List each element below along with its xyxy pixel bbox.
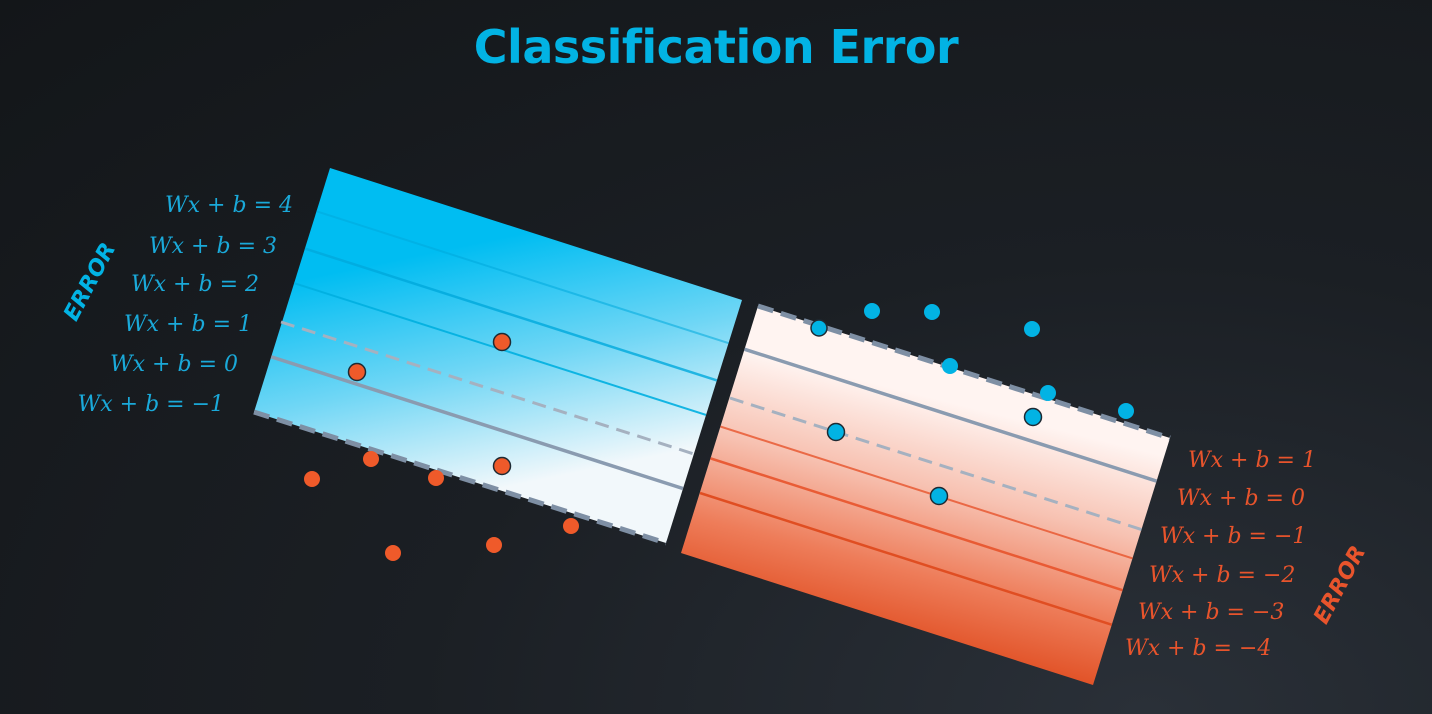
equation-label: Wx + b = 0	[1177, 486, 1305, 511]
right-error-label: ERROR	[1309, 542, 1371, 628]
equation-label: Wx + b = 4	[165, 193, 293, 218]
equation-label: Wx + b = 3	[149, 234, 277, 259]
blue-point	[1040, 385, 1056, 401]
equation-label: Wx + b = 0	[110, 352, 238, 377]
red-point-misclassified	[492, 332, 512, 352]
blue-point	[864, 303, 880, 319]
level-line-minus-3	[699, 453, 1170, 617]
red-point-misclassified	[347, 362, 367, 382]
red-point	[385, 545, 401, 561]
blue-point-misclassified	[929, 486, 949, 506]
right-equation-labels: Wx + b = 1 Wx + b = 0 Wx + b = −1 Wx + b…	[1125, 448, 1316, 661]
red-point	[486, 537, 502, 553]
red-points	[304, 332, 579, 561]
equation-label: Wx + b = −1	[78, 392, 224, 417]
level-line-0	[699, 333, 1170, 497]
level-line-minus-2	[699, 419, 1170, 581]
blue-point	[810, 319, 828, 337]
left-equation-labels: Wx + b = 4 Wx + b = 3 Wx + b = 2 Wx + b …	[78, 193, 293, 417]
blue-point	[1118, 403, 1134, 419]
level-line-0	[254, 348, 742, 512]
page-title: Classification Error	[473, 20, 959, 74]
equation-label: Wx + b = −4	[1125, 636, 1271, 661]
blue-point	[924, 304, 940, 320]
blue-point	[1024, 321, 1040, 337]
equation-label: Wx + b = 2	[131, 272, 259, 297]
equation-label: Wx + b = −2	[1149, 563, 1295, 588]
red-point-misclassified	[492, 456, 512, 476]
equation-label: Wx + b = −3	[1138, 600, 1284, 625]
left-error-label: ERROR	[59, 239, 121, 325]
red-point	[304, 471, 320, 487]
equation-label: Wx + b = 1	[124, 312, 252, 337]
blue-point	[942, 358, 958, 374]
red-boundary-dashed	[729, 396, 1144, 532]
level-line-3	[254, 229, 742, 393]
blue-point-misclassified	[826, 422, 846, 442]
blue-region-fill	[254, 168, 742, 543]
blue-region	[253, 168, 742, 546]
equation-label: Wx + b = 1	[1188, 448, 1316, 473]
red-region-fill	[681, 306, 1170, 685]
red-point	[428, 470, 444, 486]
level-line-4	[254, 189, 742, 351]
blue-points	[810, 303, 1134, 506]
blue-region-bottom-edge	[253, 409, 667, 546]
equation-label: Wx + b = −1	[1160, 524, 1306, 549]
red-point	[563, 518, 579, 534]
blue-point-misclassified	[1023, 407, 1043, 427]
red-point	[363, 451, 379, 467]
red-level-lines	[699, 333, 1170, 655]
blue-boundary-dashed	[280, 320, 695, 456]
